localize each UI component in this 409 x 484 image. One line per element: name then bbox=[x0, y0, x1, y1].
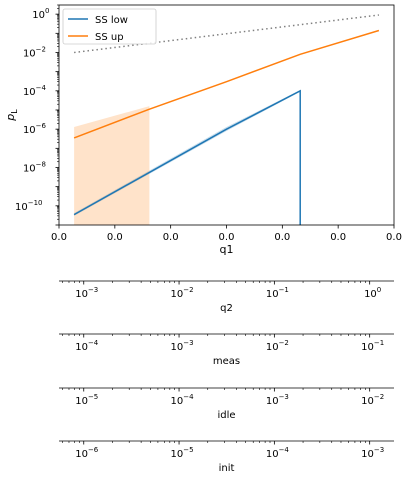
y-axis-label: pL bbox=[4, 109, 19, 122]
secondary-tick-label: 10−6 bbox=[75, 446, 99, 460]
secondary-tick-label: 10−3 bbox=[75, 286, 98, 300]
y-tick-label: 10−2 bbox=[23, 45, 46, 59]
y-tick-label: 100 bbox=[32, 7, 49, 21]
secondary-axis-label: meas bbox=[213, 356, 240, 367]
y-tick-label: 10−4 bbox=[23, 84, 47, 98]
secondary-axis-meas: 10−4 10−3 10−2 10−1 meas bbox=[59, 333, 394, 367]
y-tick-label: 10−6 bbox=[23, 122, 47, 136]
secondary-tick-label: 10−2 bbox=[266, 339, 289, 353]
secondary-tick-label: 10−3 bbox=[361, 446, 384, 460]
y-axis-ticks: 100 10−2 10−4 10−6 10−8 10−10 bbox=[15, 4, 59, 226]
secondary-tick-label: 10−4 bbox=[171, 393, 195, 407]
secondary-tick-label: 10−3 bbox=[171, 339, 194, 353]
secondary-tick-label: 10−2 bbox=[171, 286, 194, 300]
secondary-axis-label: q2 bbox=[220, 303, 233, 314]
secondary-tick-label: 10−4 bbox=[75, 339, 99, 353]
secondary-tick-label: 10−3 bbox=[266, 393, 289, 407]
secondary-tick-label: 100 bbox=[364, 286, 381, 300]
band-series-0 bbox=[74, 90, 301, 216]
y-axis-label-main: p bbox=[4, 114, 17, 122]
series-lines bbox=[73, 14, 380, 225]
secondary-tick-label: 10−1 bbox=[266, 286, 289, 300]
line-series-0 bbox=[73, 89, 301, 225]
secondary-tick-label: 10−5 bbox=[171, 446, 194, 460]
x-tick-label: 0.0 bbox=[386, 232, 402, 243]
x-tick-label: 0.0 bbox=[274, 232, 290, 243]
y-tick-label: 10−10 bbox=[15, 199, 43, 213]
secondary-tick-label: 10−2 bbox=[361, 393, 384, 407]
secondary-axis-label: idle bbox=[217, 410, 235, 421]
x-tick-label: 0.0 bbox=[51, 232, 67, 243]
secondary-axis-init: 10−6 10−5 10−4 10−3 init bbox=[59, 440, 394, 474]
y-tick-label: 10−8 bbox=[23, 160, 46, 174]
x-tick-label: 0.0 bbox=[219, 232, 235, 243]
secondary-tick-label: 10−5 bbox=[75, 393, 98, 407]
secondary-axis-idle: 10−5 10−4 10−3 10−2 idle bbox=[59, 387, 394, 421]
secondary-tick-label: 10−4 bbox=[266, 446, 290, 460]
x-tick-label: 0.0 bbox=[107, 232, 123, 243]
legend: SS low SS up bbox=[62, 8, 157, 45]
line-series-2 bbox=[74, 14, 379, 54]
y-axis-label-sub: L bbox=[10, 109, 19, 114]
x-axis-label: q1 bbox=[220, 243, 234, 256]
legend-label: SS low bbox=[95, 15, 128, 26]
secondary-axis-label: init bbox=[219, 463, 235, 474]
x-tick-label: 0.0 bbox=[330, 232, 346, 243]
x-tick-label: 0.0 bbox=[163, 232, 179, 243]
band-series-1 bbox=[74, 106, 150, 225]
confidence-bands bbox=[74, 90, 301, 225]
line-series-1 bbox=[73, 29, 380, 139]
x-axis-ticks: 0.0 0.0 0.0 0.0 0.0 0.0 0.0 bbox=[51, 225, 402, 243]
secondary-tick-label: 10−1 bbox=[361, 339, 384, 353]
secondary-axis-q2: 10−3 10−2 10−1 100 q2 bbox=[59, 280, 394, 314]
legend-label: SS up bbox=[95, 32, 124, 43]
